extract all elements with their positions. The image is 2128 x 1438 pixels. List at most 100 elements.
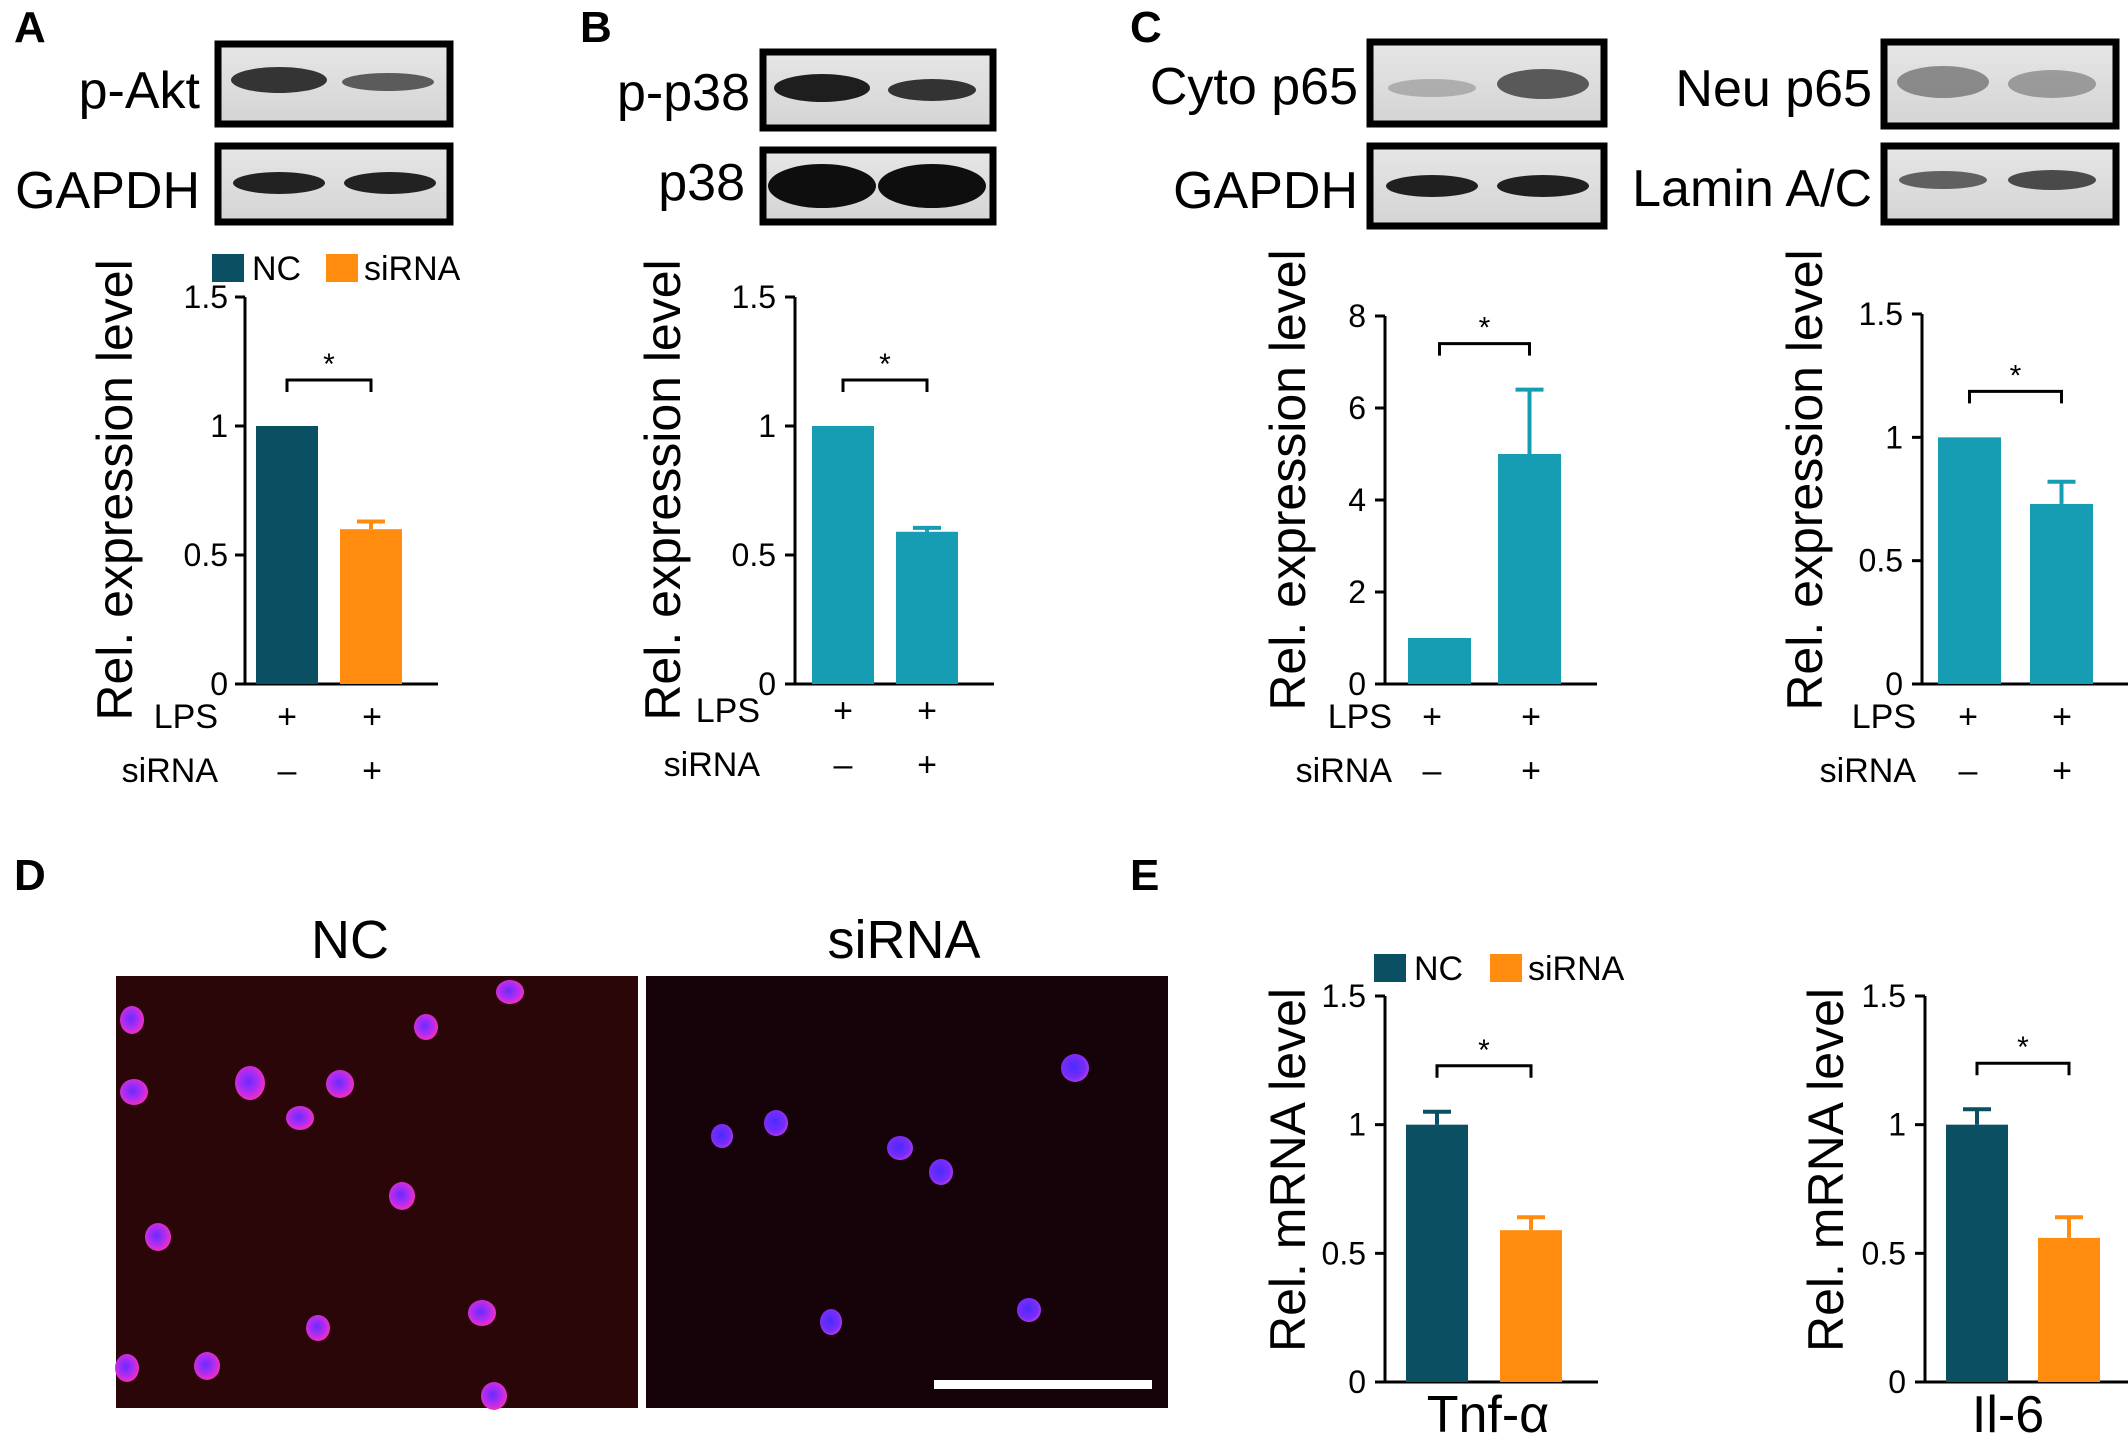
blot-label-gapdh-a: GAPDH: [15, 162, 200, 220]
lps-sign: +: [277, 698, 297, 736]
band: [344, 172, 436, 194]
row-label-lps: LPS: [1328, 698, 1392, 736]
lps-sign: +: [917, 692, 937, 730]
nucleus: [711, 1124, 733, 1148]
bar-sirna: [896, 531, 958, 684]
bar-chart-b: 0 0.5 1 1.5 Rel. expression level * LPS siRNA + +…: [635, 259, 994, 784]
legend-label-sirna: siRNA: [364, 250, 461, 288]
y-tick-label: 2: [1348, 574, 1366, 610]
nucleus: [326, 1070, 354, 1098]
legend-label-nc: NC: [1414, 950, 1463, 988]
lps-sign: +: [362, 698, 382, 736]
blot-label-gapdh-c: GAPDH: [1173, 162, 1358, 220]
significance-bracket: [1968, 389, 2063, 404]
nucleus: [115, 1354, 139, 1382]
legend-swatch-sirna: [326, 254, 358, 282]
nucleus: [1017, 1298, 1041, 1322]
row-label-sirna: siRNA: [1820, 752, 1917, 790]
lps-sign: +: [1521, 698, 1541, 736]
band: [888, 79, 976, 101]
legend-e: NC siRNA: [1374, 950, 1625, 988]
blot-c-nuclear: Neu p65 Lamin A/C: [1632, 38, 2120, 226]
blot-label-cyto-p65: Cyto p65: [1150, 58, 1358, 116]
band: [233, 172, 325, 194]
legend-a: NC siRNA: [212, 250, 461, 288]
band: [1497, 175, 1589, 197]
band: [774, 74, 870, 102]
blot-label-neu-p65: Neu p65: [1675, 60, 1872, 118]
blot-b: p-p38 p38: [617, 48, 997, 226]
significance-bracket: [1435, 1064, 1533, 1078]
bar-chart-c-nuclear: 0 0.5 1 1.5 Rel. expression level * LPS siRNA + +…: [1777, 249, 2128, 790]
panel-letter-c: C: [1130, 3, 1162, 52]
nucleus: [120, 1006, 144, 1034]
nucleus: [1061, 1054, 1089, 1082]
y-tick-label: 0: [1348, 1364, 1366, 1400]
band: [1497, 69, 1589, 99]
blot-label-lamin: Lamin A/C: [1632, 160, 1872, 218]
bar-nc: [1408, 638, 1471, 684]
nucleus: [120, 1079, 148, 1105]
micro-image-sirna: [646, 976, 1168, 1408]
sirna-sign: +: [2052, 752, 2072, 790]
nuclei-layer: [115, 980, 1089, 1410]
band: [231, 67, 327, 93]
y-tick-label: 0: [1888, 1364, 1906, 1400]
sirna-sign: –: [1423, 752, 1442, 790]
row-label-lps: LPS: [1852, 698, 1916, 736]
y-tick-label: 0.5: [1859, 543, 1903, 579]
blot-a: p-Akt GAPDH: [15, 40, 454, 226]
nucleus: [286, 1106, 314, 1130]
band: [1897, 66, 1989, 98]
nucleus: [414, 1014, 438, 1040]
band: [1388, 79, 1476, 97]
bar-sirna: [2038, 1237, 2100, 1382]
y-tick-label: 1: [1885, 419, 1903, 455]
micro-title-nc: NC: [311, 910, 389, 970]
sirna-sign: +: [917, 746, 937, 784]
bar-chart-a: 0 0.5 1 1.5 Rel. expression level * LPS siRNA + +…: [87, 259, 438, 790]
y-tick-label: 1: [1888, 1107, 1906, 1143]
bar-sirna: [340, 529, 402, 684]
y-tick-label: 1.5: [1862, 978, 1906, 1014]
legend-swatch-sirna: [1490, 954, 1522, 982]
bar-nc: [256, 426, 318, 684]
bar-sirna: [1500, 1230, 1562, 1382]
y-axis-title: Rel. expression level: [635, 259, 691, 720]
lps-sign: +: [833, 692, 853, 730]
nucleus: [389, 1182, 415, 1210]
significance-star: *: [1479, 312, 1491, 345]
blot-c-cyto: Cyto p65 GAPDH: [1150, 38, 1608, 230]
bar-sirna: [2030, 503, 2093, 684]
band: [2008, 170, 2096, 190]
row-label-sirna: siRNA: [1296, 752, 1393, 790]
significance-bracket: [841, 378, 929, 392]
nucleus: [929, 1159, 953, 1185]
bar-nc: [812, 426, 874, 684]
band: [878, 164, 986, 208]
x-axis-title: Il-6: [1972, 1386, 2044, 1438]
y-tick-label: 4: [1348, 482, 1366, 518]
significance-star: *: [2017, 1031, 2029, 1064]
y-axis-title: Rel. mRNA level: [1260, 988, 1316, 1352]
y-tick-label: 0.5: [184, 537, 228, 573]
band: [768, 164, 876, 208]
micro-image-nc: [116, 976, 638, 1408]
y-axis-title: Rel. expression level: [1260, 249, 1316, 710]
y-axis-title: Rel. expression level: [87, 259, 143, 720]
y-tick-label: 0: [758, 666, 776, 702]
bar-sirna: [1498, 454, 1561, 684]
sirna-sign: –: [278, 752, 297, 790]
legend-label-sirna: siRNA: [1528, 950, 1625, 988]
significance-bracket: [1438, 342, 1531, 356]
significance-star: *: [1478, 1034, 1490, 1067]
significance-bracket: [285, 378, 373, 392]
sirna-sign: –: [1959, 752, 1978, 790]
row-label-sirna: siRNA: [122, 752, 219, 790]
y-tick-label: 1.5: [732, 279, 776, 315]
y-tick-label: 0: [1885, 666, 1903, 702]
bar-chart-c-cyto: 0 2 4 6 8 Rel. expression level * LPS siRNA + + – +: [1260, 249, 1597, 790]
